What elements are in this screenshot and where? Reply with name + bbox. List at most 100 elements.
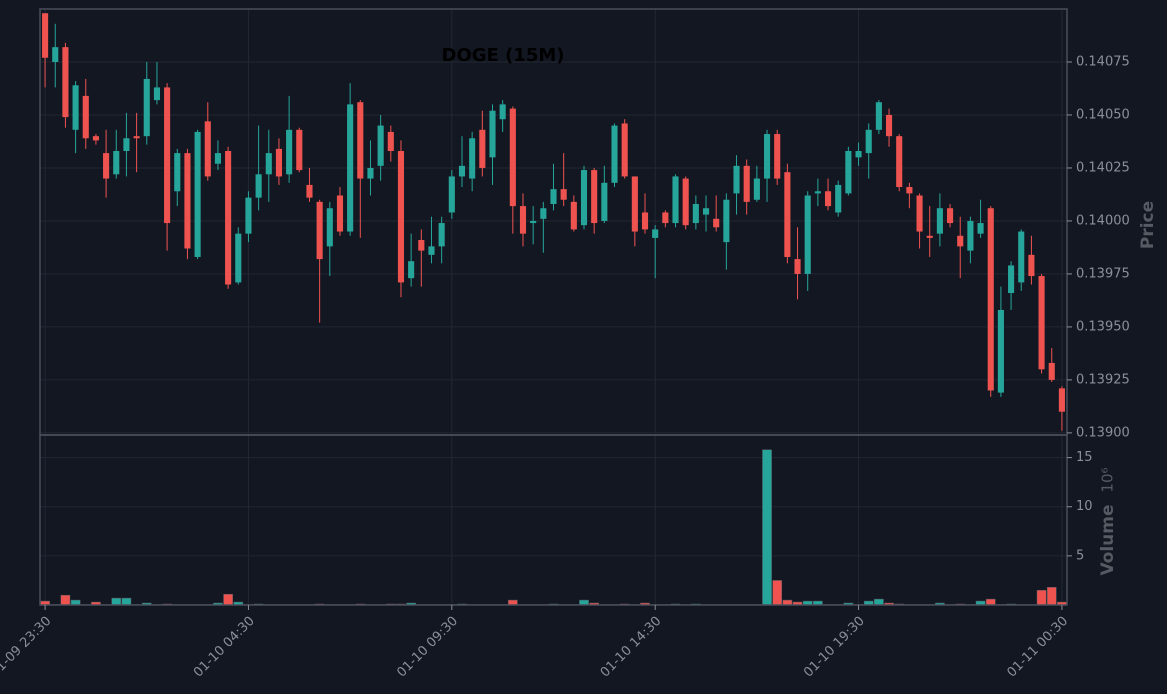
candle-body <box>92 136 99 141</box>
y-tick-label: 0.13900 <box>1076 425 1130 440</box>
candle-body <box>875 102 882 130</box>
candle-body <box>184 153 191 249</box>
candle-body <box>1018 231 1025 283</box>
candle-body <box>286 129 293 175</box>
candle-body <box>713 218 720 228</box>
candle-body <box>967 220 974 251</box>
candle-body <box>560 189 567 200</box>
candle-body <box>72 85 79 130</box>
candle-body <box>174 153 181 192</box>
candle-body <box>306 184 313 198</box>
candle-body <box>926 235 933 238</box>
candle-body <box>489 110 496 158</box>
candle-body <box>1048 362 1055 380</box>
volume-bar <box>1036 590 1047 606</box>
candle-body <box>113 151 120 175</box>
candle-body <box>774 134 781 179</box>
candle-body <box>855 151 862 158</box>
candle-body <box>377 125 384 166</box>
candle-body <box>336 195 344 232</box>
candle-body <box>82 95 89 139</box>
candle-body <box>824 191 832 207</box>
candle-body <box>448 176 455 213</box>
y-tick-label: 0.14025 <box>1076 160 1130 175</box>
y-tick-label: 0.14050 <box>1076 107 1130 122</box>
candle-body <box>753 178 760 200</box>
candle-body <box>763 134 771 179</box>
candle-body <box>1058 388 1065 412</box>
candle-body <box>641 212 649 230</box>
candle-body <box>316 201 323 260</box>
candle-body <box>601 182 608 221</box>
volume-bar <box>121 597 132 606</box>
candle-body <box>52 47 59 62</box>
candle-body <box>580 170 588 226</box>
candle-body <box>42 13 49 58</box>
y2-tick-label: 10 <box>1076 499 1093 514</box>
y-tick-label: 0.14000 <box>1076 213 1130 228</box>
candle-body <box>458 165 466 177</box>
candle-body <box>662 212 669 224</box>
y2-axis-label: Volume <box>1098 504 1118 575</box>
candle-body <box>326 208 333 247</box>
candle-body <box>347 104 354 232</box>
candle-body <box>936 208 943 234</box>
candle-body <box>845 151 852 194</box>
candle-body <box>367 167 374 179</box>
candle-body <box>997 309 1004 393</box>
volume-bar <box>874 598 884 606</box>
candle-body <box>977 223 984 234</box>
candle-body <box>896 136 903 188</box>
volume-bar <box>772 580 783 606</box>
candle-body <box>123 138 130 151</box>
candle-body <box>987 208 994 391</box>
candle-body <box>540 208 547 219</box>
candle-body <box>723 199 730 243</box>
candle-body <box>652 229 659 238</box>
volume-frame <box>39 434 1068 606</box>
candle-body <box>245 197 252 234</box>
candle-body <box>225 151 232 285</box>
y-tick-label: 0.13975 <box>1076 266 1130 281</box>
candle-body <box>702 208 710 215</box>
candle-body <box>743 165 750 202</box>
candle-body <box>438 223 445 247</box>
candle-body <box>479 129 486 168</box>
candle-body <box>692 203 699 224</box>
volume-bar <box>60 594 71 606</box>
candle-body <box>886 114 893 137</box>
candle-body <box>947 208 954 224</box>
candle-body <box>143 78 150 137</box>
candle-body <box>519 206 527 234</box>
y-tick-label: 0.13925 <box>1076 372 1130 387</box>
candle-body <box>103 153 110 179</box>
candle-body <box>164 87 171 224</box>
candle-body <box>509 108 516 207</box>
candle-body <box>62 47 69 118</box>
candle-body <box>499 104 506 120</box>
candle-body <box>916 195 923 232</box>
volume-bar <box>762 449 772 606</box>
candle-body <box>1038 276 1045 370</box>
y2-axis-unit: 10⁶ <box>1099 467 1117 492</box>
volume-bar <box>1046 587 1057 606</box>
volume-bar <box>985 598 996 606</box>
candle-body <box>733 165 740 194</box>
candle-body <box>275 148 283 177</box>
candle-body <box>1008 265 1015 293</box>
y-tick-label: 0.13950 <box>1076 319 1130 334</box>
candle-body <box>570 201 577 230</box>
candle-body <box>255 174 262 198</box>
candle-body <box>631 176 638 232</box>
candle-body <box>957 235 964 247</box>
candle-body <box>265 153 272 175</box>
candle-body <box>469 138 476 179</box>
candle-body <box>835 184 842 213</box>
candle-body <box>1028 254 1035 277</box>
candle-body <box>804 195 811 274</box>
y2-tick-label: 5 <box>1076 548 1084 563</box>
volume-bar <box>223 593 233 606</box>
candle-body <box>418 240 425 251</box>
